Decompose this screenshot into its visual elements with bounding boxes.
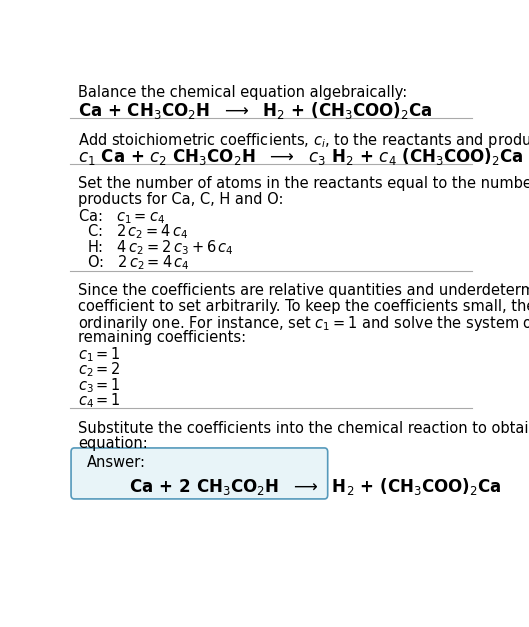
Text: $c_1 = 1$: $c_1 = 1$ [78, 345, 121, 364]
Text: $c_3 = 1$: $c_3 = 1$ [78, 376, 121, 394]
Text: Ca + CH$_3$CO$_2$H  $\longrightarrow$  H$_2$ + (CH$_3$COO)$_2$Ca: Ca + CH$_3$CO$_2$H $\longrightarrow$ H$_… [78, 100, 433, 122]
Text: products for Ca, C, H and O:: products for Ca, C, H and O: [78, 192, 284, 207]
Text: $c_4 = 1$: $c_4 = 1$ [78, 391, 121, 410]
Text: Ca:   $c_1 = c_4$: Ca: $c_1 = c_4$ [78, 208, 166, 226]
FancyBboxPatch shape [71, 448, 327, 499]
Text: coefficient to set arbitrarily. To keep the coefficients small, the arbitrary va: coefficient to set arbitrarily. To keep … [78, 298, 529, 314]
Text: equation:: equation: [78, 436, 148, 451]
Text: C:   $2\,c_2 = 4\,c_4$: C: $2\,c_2 = 4\,c_4$ [87, 223, 188, 241]
Text: Add stoichiometric coefficients, $c_i$, to the reactants and products:: Add stoichiometric coefficients, $c_i$, … [78, 130, 529, 150]
Text: H:   $4\,c_2 = 2\,c_3 + 6\,c_4$: H: $4\,c_2 = 2\,c_3 + 6\,c_4$ [87, 238, 233, 257]
Text: ordinarily one. For instance, set $c_1 = 1$ and solve the system of equations fo: ordinarily one. For instance, set $c_1 =… [78, 314, 529, 333]
Text: $c_2 = 2$: $c_2 = 2$ [78, 361, 121, 379]
Text: Balance the chemical equation algebraically:: Balance the chemical equation algebraica… [78, 85, 408, 100]
Text: Since the coefficients are relative quantities and underdetermined, choose a: Since the coefficients are relative quan… [78, 283, 529, 298]
Text: O:   $2\,c_2 = 4\,c_4$: O: $2\,c_2 = 4\,c_4$ [87, 254, 189, 272]
Text: Answer:: Answer: [87, 455, 145, 470]
Text: Ca + 2 CH$_3$CO$_2$H  $\longrightarrow$  H$_2$ + (CH$_3$COO)$_2$Ca: Ca + 2 CH$_3$CO$_2$H $\longrightarrow$ H… [95, 476, 501, 497]
Text: Substitute the coefficients into the chemical reaction to obtain the balanced: Substitute the coefficients into the che… [78, 421, 529, 436]
Text: remaining coefficients:: remaining coefficients: [78, 330, 247, 345]
Text: $c_1$ Ca + $c_2$ CH$_3$CO$_2$H  $\longrightarrow$  $c_3$ H$_2$ + $c_4$ (CH$_3$CO: $c_1$ Ca + $c_2$ CH$_3$CO$_2$H $\longrig… [78, 146, 524, 167]
Text: Set the number of atoms in the reactants equal to the number of atoms in the: Set the number of atoms in the reactants… [78, 176, 529, 191]
